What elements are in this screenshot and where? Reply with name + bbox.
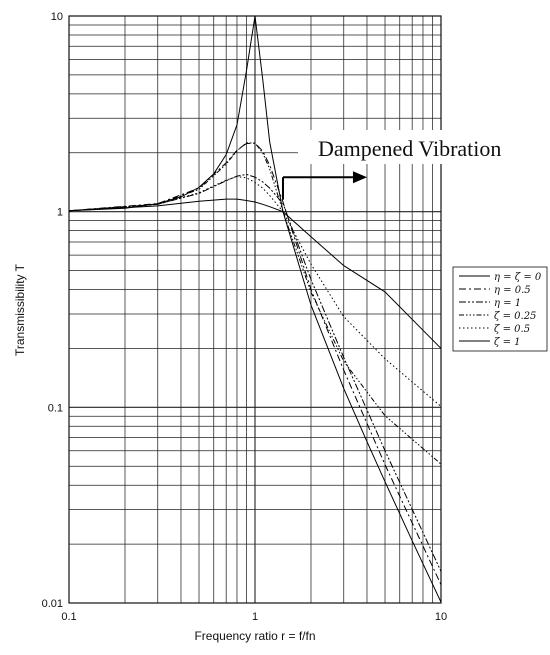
x-tick-label: 10 [435,611,447,623]
legend: η = ζ = 0 η = 0.5 η = 1 ζ = 0.25 ζ = 0.5 ζ = … [452,266,548,352]
annotation-arrow-head [352,171,367,184]
grid [69,16,441,603]
y-tick-label: 0.1 [48,402,63,414]
annotation-text: Dampened Vibration [318,136,501,161]
y-tick-label: 1 [57,207,63,219]
legend-label-5: ζ = 1 [494,337,521,348]
x-tick-label: 0.1 [61,611,76,623]
series-line-2 [69,173,441,572]
annotation-background [298,130,538,164]
series-line-4 [69,176,441,407]
y-tick-label: 10 [51,11,63,23]
series-line-0 [69,16,441,603]
x-tick-label: 1 [252,611,258,623]
legend-label-4: ζ = 0.5 [494,324,530,335]
y-tick-label: 0.01 [42,598,63,610]
legend-label-3: ζ = 0.25 [494,311,536,322]
series-line-1 [69,142,441,585]
series-line-5 [69,198,441,349]
x-axis-label: Frequency ratio r = f/fn [194,629,315,643]
legend-box [452,266,548,352]
series-line-3 [69,142,441,465]
legend-label-0: η = ζ = 0 [494,272,542,283]
dampened-vibration-annotation: Dampened Vibration [281,130,538,200]
legend-label-1: η = 0.5 [494,285,531,296]
legend-label-2: η = 1 [494,298,521,309]
series-layer [69,16,441,603]
y-axis-label: Transmissibility T [13,263,27,356]
